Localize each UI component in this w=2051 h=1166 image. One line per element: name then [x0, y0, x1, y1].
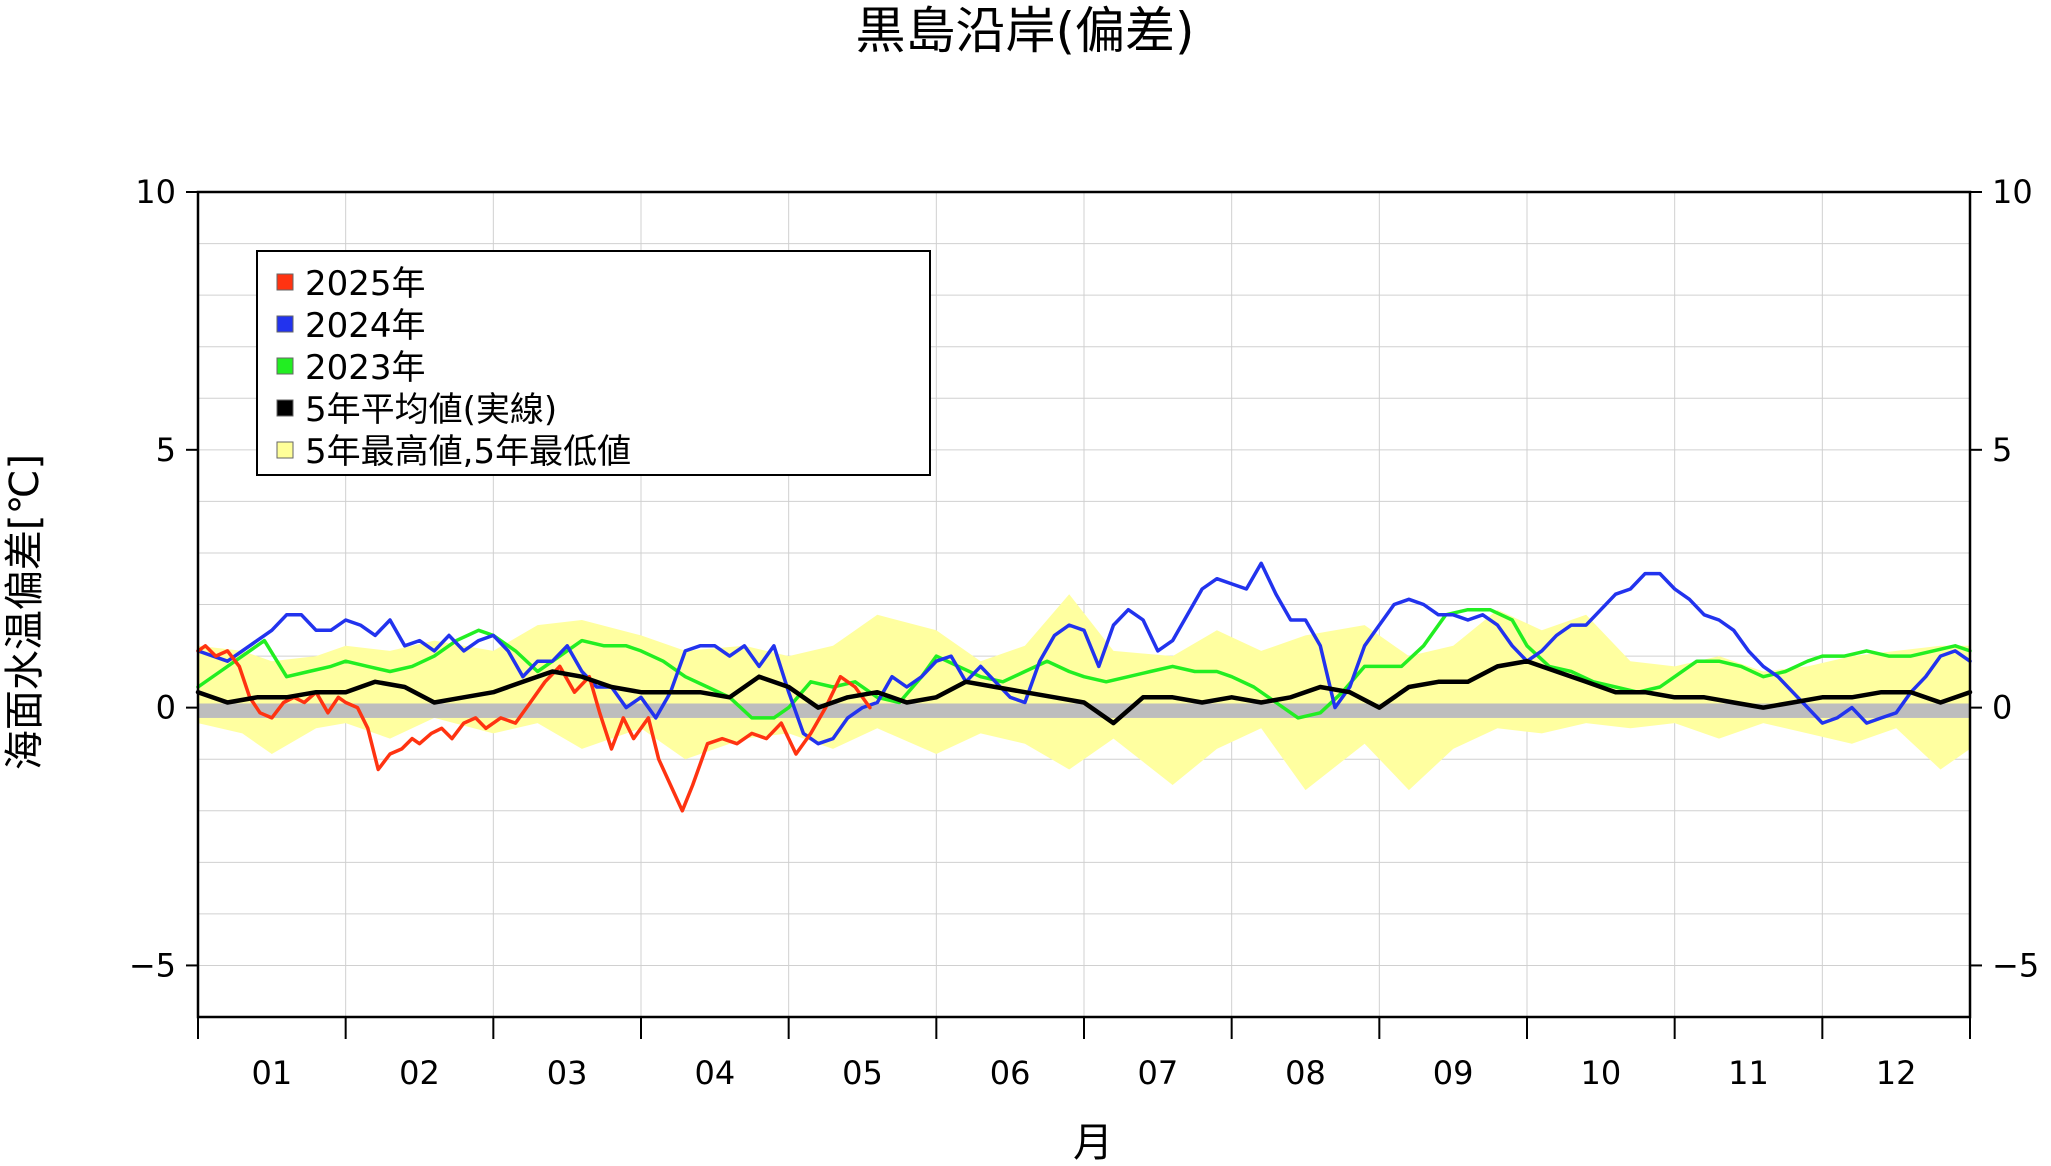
- series-line-avg: [195, 658, 1973, 726]
- x-tick-label: 07: [1137, 1054, 1178, 1092]
- x-tick-label: 06: [990, 1054, 1031, 1092]
- x-tick-label: 02: [399, 1054, 440, 1092]
- y-tick-label-right: 0: [1992, 689, 2012, 727]
- legend-label: 2025年: [305, 264, 426, 304]
- y-tick-label-left: 0: [156, 689, 176, 727]
- zero-baseline-bar: [198, 703, 1970, 718]
- y-tick-label-right: 10: [1992, 173, 2033, 211]
- legend-swatch: [276, 315, 294, 333]
- x-tick-label: 12: [1876, 1054, 1917, 1092]
- y-axis-label: 海面水温偏差[℃]: [2, 454, 48, 770]
- x-tick-label: 10: [1580, 1054, 1621, 1092]
- legend-label: 2024年: [305, 306, 426, 346]
- y-tick-label-right: 5: [1992, 431, 2012, 469]
- series-lines: [195, 561, 1973, 813]
- y-tick-label-left: 10: [135, 173, 176, 211]
- x-axis-label: 月: [1073, 1120, 1113, 1166]
- x-tick-label: 04: [694, 1054, 735, 1092]
- x-tick-label: 11: [1728, 1054, 1769, 1092]
- x-tick-label: 01: [251, 1054, 292, 1092]
- x-tick-label: 03: [547, 1054, 588, 1092]
- legend-label: 2023年: [305, 348, 426, 388]
- legend-swatch: [276, 441, 294, 459]
- legend-swatch: [276, 357, 294, 375]
- legend-swatch: [276, 273, 294, 291]
- legend-swatch: [276, 399, 294, 417]
- y-tick-label-left: −5: [129, 946, 176, 984]
- x-tick-label: 08: [1285, 1054, 1326, 1092]
- series-line-2025: [196, 644, 488, 772]
- x-tick-label: 09: [1433, 1054, 1474, 1092]
- legend-label: 5年平均値(実線): [305, 390, 557, 430]
- x-tick-label: 05: [842, 1054, 883, 1092]
- y-tick-label-right: −5: [1992, 946, 2039, 984]
- legend-label: 5年最高値,5年最低値: [305, 432, 631, 472]
- chart-title: 黒島沿岸(偏差): [855, 2, 1194, 60]
- y-tick-label-left: 5: [156, 431, 176, 469]
- series-line-2024: [196, 561, 1972, 746]
- legend-box: [256, 250, 931, 476]
